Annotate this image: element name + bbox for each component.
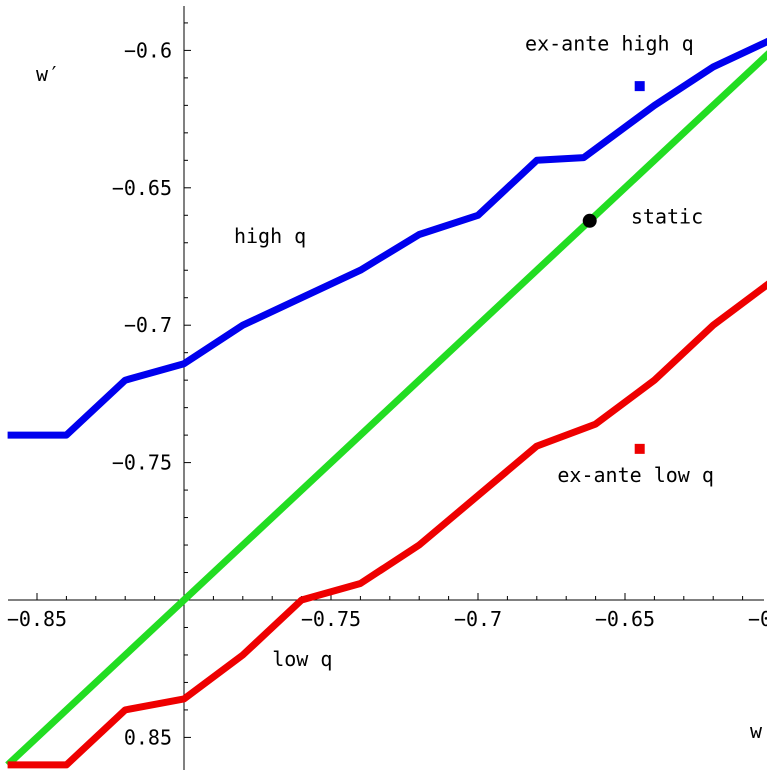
- x-tick-label: −0.6: [748, 607, 767, 631]
- x-tick-label: −0.75: [301, 607, 361, 631]
- axes: −0.85 −0.75 −0.7 −0.65 −0.6 −0.6 −0.65 −0.7 −0.7…: [7, 6, 767, 770]
- x-tick-label: −0.65: [595, 607, 655, 631]
- y-tick-label: 0.85: [124, 725, 172, 749]
- x-axis-label: w: [750, 719, 763, 743]
- y-tick-label: −0.6: [124, 38, 172, 62]
- annotation-ex-ante-high-q: ex-ante high q: [525, 31, 694, 55]
- x-tick-label: −0.85: [7, 607, 67, 631]
- series-line-diagonal: [5, 50, 767, 768]
- annotation-high-q: high q: [234, 224, 306, 248]
- points-layer: [582, 81, 645, 454]
- point-ex-ante-low-q: [634, 443, 645, 454]
- point-static: [582, 213, 597, 228]
- annotation-ex-ante-low-q: ex-ante low q: [557, 463, 714, 487]
- y-tick-label: −0.7: [124, 313, 172, 337]
- annotation-low-q: low q: [272, 647, 332, 671]
- series-line-low-q: [7, 280, 767, 769]
- y-tick-label: −0.65: [112, 176, 172, 200]
- annotation-static: static: [631, 205, 703, 229]
- series-line-high-q: [7, 37, 767, 439]
- x-tick-label: −0.7: [454, 607, 502, 631]
- y-axis-label: w′: [36, 62, 60, 86]
- labels-layer: high q low q static ex-ante high q ex-ante l…: [234, 31, 714, 671]
- y-tick-label: −0.75: [112, 451, 172, 475]
- point-ex-ante-high-q: [634, 81, 645, 92]
- series-layer: [5, 37, 767, 769]
